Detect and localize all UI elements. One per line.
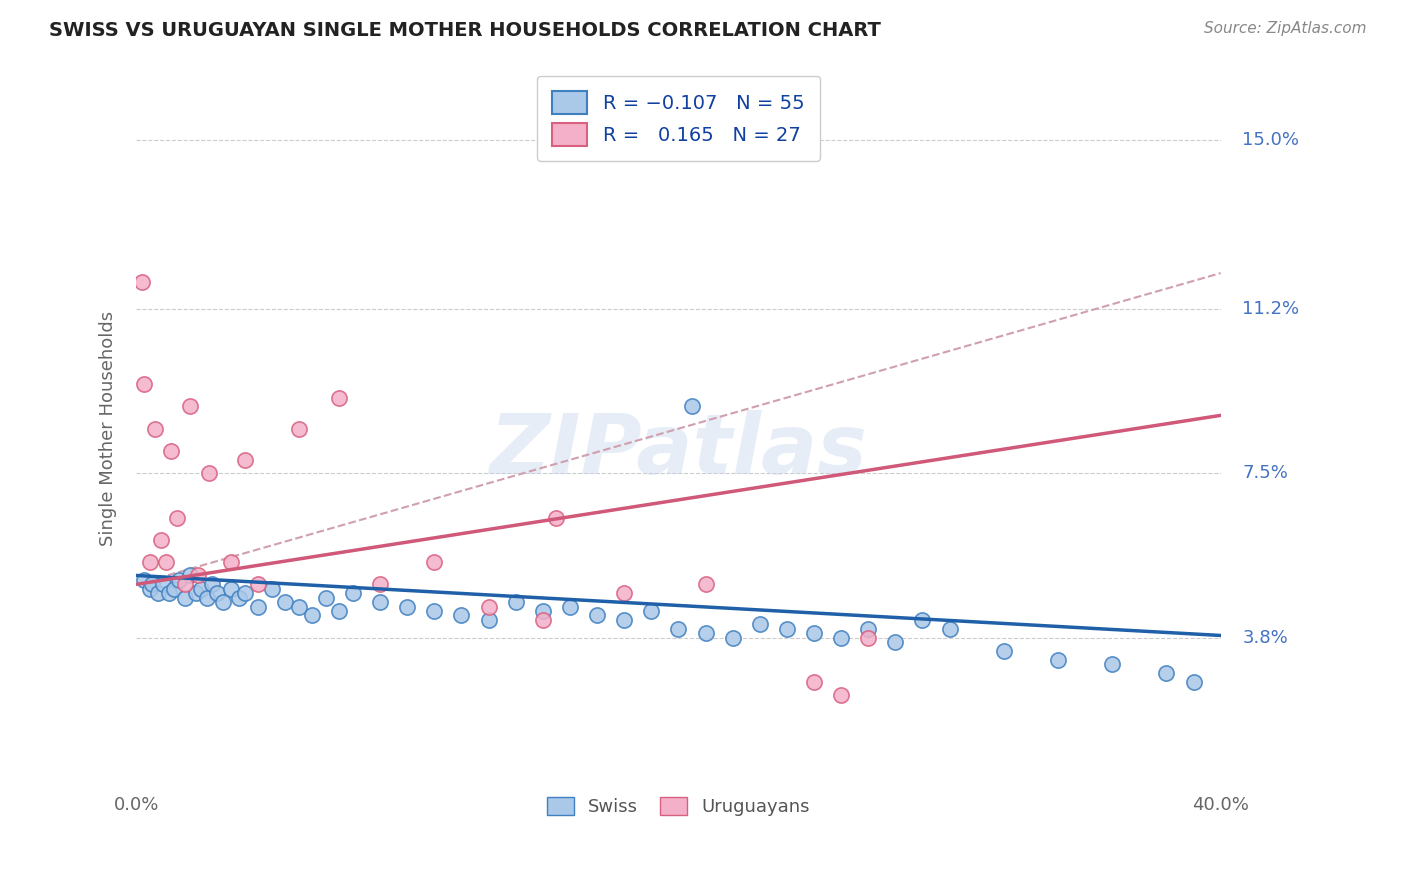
Point xyxy=(247,599,270,614)
Text: 15.0%: 15.0% xyxy=(1243,131,1299,149)
Point xyxy=(274,595,297,609)
Text: 11.2%: 11.2% xyxy=(1243,300,1299,318)
Point xyxy=(301,608,323,623)
Point xyxy=(478,613,501,627)
Point xyxy=(131,275,153,289)
Point xyxy=(195,591,218,605)
Point xyxy=(1182,675,1205,690)
Point xyxy=(247,577,270,591)
Point xyxy=(856,622,879,636)
Point xyxy=(233,586,256,600)
Point xyxy=(748,617,770,632)
Point xyxy=(911,613,934,627)
Point xyxy=(201,577,224,591)
Point xyxy=(174,591,197,605)
Point xyxy=(179,400,201,414)
Point xyxy=(160,444,183,458)
Point xyxy=(776,622,799,636)
Point xyxy=(187,568,209,582)
Point xyxy=(138,555,160,569)
Point xyxy=(143,422,166,436)
Point xyxy=(315,591,337,605)
Point xyxy=(478,599,501,614)
Point xyxy=(1046,653,1069,667)
Point xyxy=(531,604,554,618)
Point xyxy=(1156,666,1178,681)
Point xyxy=(163,582,186,596)
Point xyxy=(938,622,960,636)
Point xyxy=(803,675,825,690)
Point xyxy=(586,608,609,623)
Point xyxy=(531,613,554,627)
Point xyxy=(668,622,690,636)
Point xyxy=(856,631,879,645)
Point xyxy=(228,591,250,605)
Point xyxy=(681,400,703,414)
Text: ZIPatlas: ZIPatlas xyxy=(489,409,868,491)
Point xyxy=(190,582,212,596)
Point xyxy=(152,577,174,591)
Point xyxy=(134,573,156,587)
Legend: Swiss, Uruguayans: Swiss, Uruguayans xyxy=(537,788,820,825)
Text: Source: ZipAtlas.com: Source: ZipAtlas.com xyxy=(1204,21,1367,36)
Point xyxy=(219,555,242,569)
Point xyxy=(141,577,163,591)
Point xyxy=(396,599,419,614)
Point xyxy=(423,604,446,618)
Point xyxy=(166,510,188,524)
Point xyxy=(138,582,160,596)
Point xyxy=(558,599,581,614)
Point xyxy=(803,626,825,640)
Point xyxy=(328,604,350,618)
Point xyxy=(546,510,568,524)
Point xyxy=(155,555,177,569)
Y-axis label: Single Mother Households: Single Mother Households xyxy=(100,311,117,546)
Point xyxy=(613,613,636,627)
Point xyxy=(134,377,156,392)
Point xyxy=(219,582,242,596)
Point xyxy=(198,466,221,480)
Point xyxy=(721,631,744,645)
Point xyxy=(993,644,1015,658)
Point xyxy=(830,631,852,645)
Point xyxy=(207,586,229,600)
Text: SWISS VS URUGUAYAN SINGLE MOTHER HOUSEHOLDS CORRELATION CHART: SWISS VS URUGUAYAN SINGLE MOTHER HOUSEHO… xyxy=(49,21,882,39)
Point xyxy=(328,391,350,405)
Point xyxy=(260,582,283,596)
Point xyxy=(288,599,311,614)
Point xyxy=(613,586,636,600)
Point xyxy=(450,608,472,623)
Point xyxy=(212,595,235,609)
Point xyxy=(288,422,311,436)
Point xyxy=(146,586,169,600)
Point xyxy=(174,577,197,591)
Text: 7.5%: 7.5% xyxy=(1243,464,1288,483)
Point xyxy=(149,533,172,547)
Point xyxy=(695,577,717,591)
Point xyxy=(368,595,391,609)
Text: 3.8%: 3.8% xyxy=(1243,629,1288,647)
Point xyxy=(640,604,662,618)
Point xyxy=(184,586,207,600)
Point xyxy=(179,568,201,582)
Point xyxy=(233,453,256,467)
Point xyxy=(423,555,446,569)
Point xyxy=(505,595,527,609)
Point xyxy=(157,586,180,600)
Point xyxy=(695,626,717,640)
Point xyxy=(830,689,852,703)
Point xyxy=(342,586,364,600)
Point xyxy=(884,635,907,649)
Point xyxy=(1101,657,1123,672)
Point xyxy=(169,573,191,587)
Point xyxy=(368,577,391,591)
